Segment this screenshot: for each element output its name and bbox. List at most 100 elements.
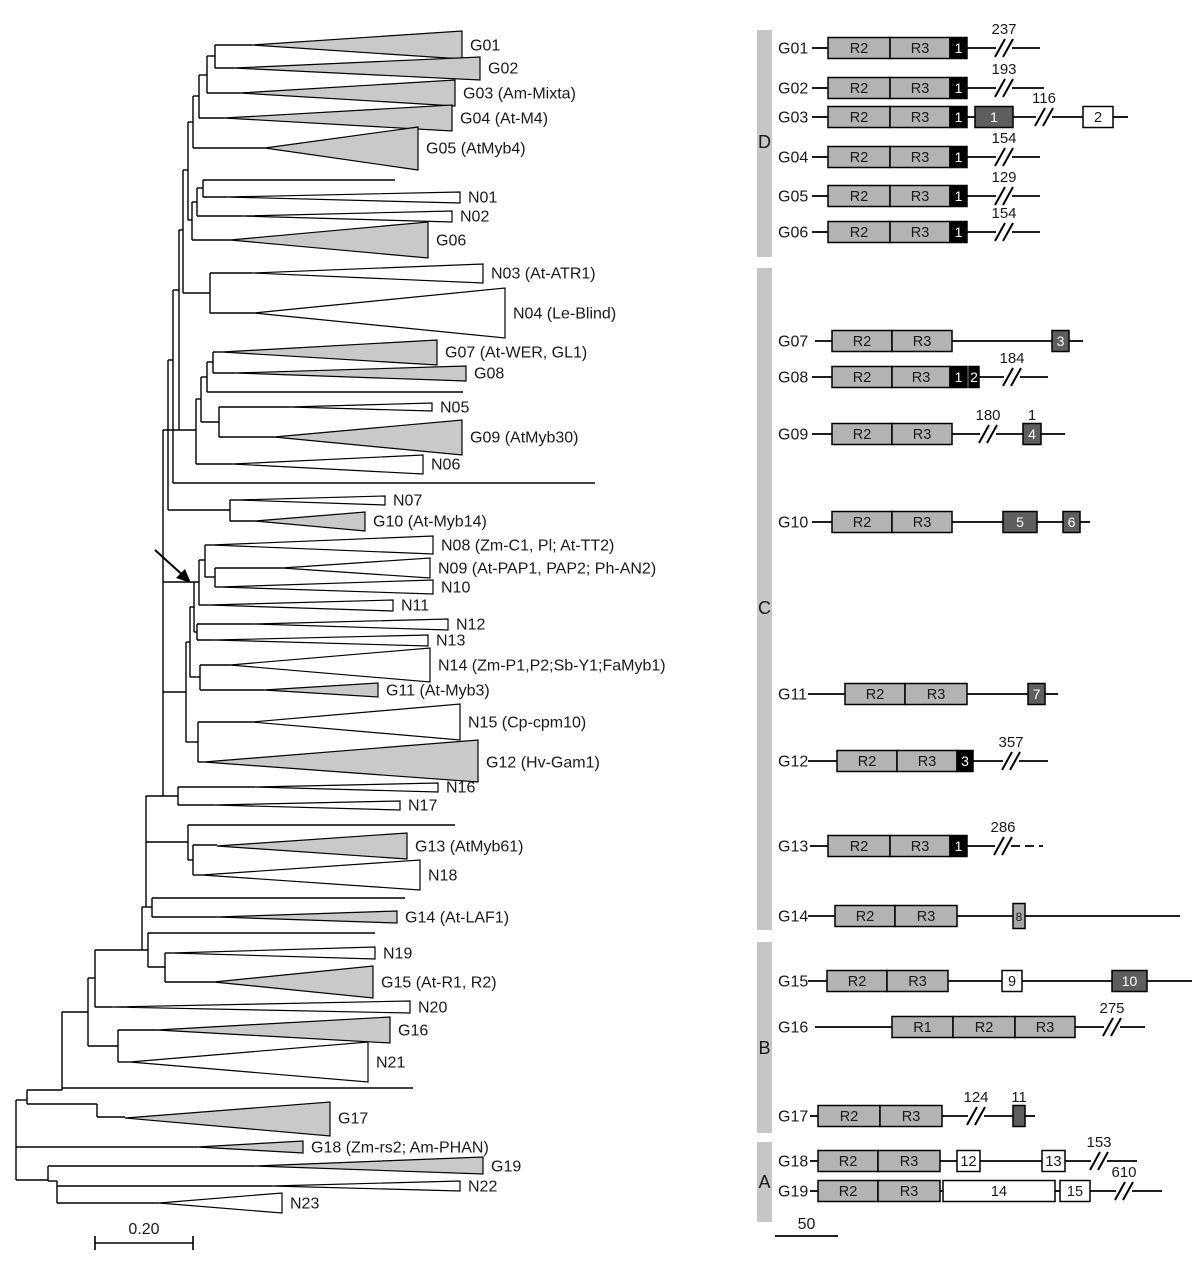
clade-label-N11: N11 bbox=[401, 598, 429, 615]
row-label-G09: G09 bbox=[778, 427, 808, 444]
clade-label-N08: N08 (Zm-C1, Pl; At-TT2) bbox=[441, 538, 614, 555]
clade-label-N12: N12 bbox=[456, 617, 485, 634]
clade-triangle-G16 bbox=[156, 1016, 391, 1044]
sequence-break-icon bbox=[1001, 836, 1013, 856]
clade-triangle-G15 bbox=[213, 965, 374, 999]
domain-box-label: 3 bbox=[961, 753, 969, 769]
clade-label-N02: N02 bbox=[460, 209, 489, 226]
row-label-G19: G19 bbox=[778, 1184, 808, 1201]
break-length-label: 180 bbox=[975, 407, 1000, 424]
clade-label-N19: N19 bbox=[383, 946, 412, 963]
clade-label-G01: G01 bbox=[470, 38, 500, 55]
clade-label-G02: G02 bbox=[488, 61, 518, 78]
domain-box-label: 3 bbox=[1057, 333, 1065, 349]
domain-box-sup-label: 1 bbox=[1028, 407, 1036, 424]
row-label-G01: G01 bbox=[778, 41, 808, 58]
clade-label-G05: G05 (AtMyb4) bbox=[426, 141, 526, 158]
domain-box-label: R3 bbox=[908, 974, 927, 990]
break-length-label: 129 bbox=[991, 169, 1016, 186]
clade-label-G19: G19 bbox=[491, 1159, 521, 1176]
domain-box-label: R2 bbox=[850, 150, 869, 166]
domain-box-label: R3 bbox=[1036, 1020, 1055, 1036]
clade-label-G14: G14 (At-LAF1) bbox=[405, 910, 509, 927]
clade-triangle-G19 bbox=[254, 1156, 484, 1175]
sequence-break-icon bbox=[1042, 107, 1054, 127]
clade-triangle-G13 bbox=[216, 832, 408, 860]
row-label-G18: G18 bbox=[778, 1154, 808, 1171]
domain-box-label: 13 bbox=[1045, 1154, 1061, 1170]
domain-box-label: 10 bbox=[1122, 973, 1138, 989]
domain-box-label: 1 bbox=[955, 369, 963, 385]
row-label-G08: G08 bbox=[778, 370, 808, 387]
clade-triangle-G01 bbox=[251, 30, 463, 60]
domain-box-label: R3 bbox=[917, 909, 936, 925]
domain-scale-label: 50 bbox=[798, 1216, 816, 1233]
sequence-break-icon bbox=[994, 78, 1006, 98]
clade-label-N06: N06 bbox=[431, 457, 460, 474]
sequence-break-icon bbox=[1034, 107, 1046, 127]
row-label-G03: G03 bbox=[778, 110, 808, 127]
domain-box-G17-motif bbox=[1012, 1104, 1026, 1128]
domain-box-label: R3 bbox=[911, 150, 930, 166]
sequence-break-icon bbox=[994, 38, 1006, 58]
clade-triangle-N02 bbox=[241, 210, 453, 223]
break-length-label: 357 bbox=[998, 734, 1023, 751]
clade-triangle-G14 bbox=[216, 910, 398, 924]
clade-label-G13: G13 (AtMyb61) bbox=[415, 839, 523, 856]
sequence-break-icon bbox=[1002, 38, 1014, 58]
sequence-break-icon bbox=[1009, 751, 1021, 771]
domain-box-label: R3 bbox=[902, 1109, 921, 1125]
phylogenetic-tree: G01 G02 G03 (Am-Mixta) G04 (At-M4) G05 (AtMy… bbox=[15, 30, 666, 1250]
domain-box-label: 7 bbox=[1033, 686, 1041, 702]
break-length-label: 193 bbox=[991, 61, 1016, 78]
domain-box-label: R2 bbox=[858, 754, 877, 770]
domain-box-label: 1 bbox=[955, 838, 963, 854]
domain-box-label: R3 bbox=[911, 81, 930, 97]
domain-box-label: R2 bbox=[850, 41, 869, 57]
domain-box-label: R2 bbox=[839, 1154, 858, 1170]
domain-box-label: R3 bbox=[900, 1184, 919, 1200]
domain-box-label: R2 bbox=[856, 909, 875, 925]
row-label-G04: G04 bbox=[778, 150, 808, 167]
row-label-G10: G10 bbox=[778, 515, 808, 532]
clade-label-N09: N09 (At-PAP1, PAP2; Ph-AN2) bbox=[438, 561, 656, 578]
clade-triangle-G18 bbox=[196, 1140, 304, 1154]
clade-label-G17: G17 bbox=[338, 1111, 368, 1128]
clade-triangle-N19 bbox=[171, 946, 376, 960]
clade-label-N20: N20 bbox=[418, 1000, 447, 1017]
domain-box-label: R2 bbox=[840, 1109, 859, 1125]
domain-box-label: R2 bbox=[850, 189, 869, 205]
group-bar-B bbox=[757, 942, 772, 1133]
row-label-G05: G05 bbox=[778, 189, 808, 206]
clade-label-N07: N07 bbox=[393, 493, 422, 510]
domain-box-label: 15 bbox=[1067, 1184, 1083, 1200]
clade-label-N16: N16 bbox=[446, 780, 475, 797]
break-length-label: 275 bbox=[1099, 1000, 1124, 1017]
domain-box-label: R2 bbox=[848, 974, 867, 990]
clade-triangle-N05 bbox=[289, 402, 433, 412]
clade-triangle-N07 bbox=[237, 495, 386, 506]
sequence-break-icon bbox=[974, 1106, 986, 1126]
break-length-label: 286 bbox=[990, 819, 1015, 836]
domain-box-label: 6 bbox=[1068, 514, 1076, 530]
clade-triangle-N01 bbox=[226, 191, 461, 204]
row-label-G15: G15 bbox=[778, 974, 808, 991]
clade-triangle-N22 bbox=[271, 1180, 461, 1192]
domain-box-label: R3 bbox=[918, 754, 937, 770]
domain-box-G08-1 bbox=[949, 365, 968, 389]
row-label-G17: G17 bbox=[778, 1109, 808, 1126]
sequence-break-icon bbox=[986, 424, 998, 444]
clade-triangle-N16 bbox=[254, 782, 439, 793]
sequence-break-icon bbox=[993, 836, 1005, 856]
sequence-break-icon bbox=[994, 147, 1006, 167]
clade-triangle-N23 bbox=[158, 1192, 283, 1214]
clade-triangle-N06 bbox=[231, 454, 424, 475]
row-label-G14: G14 bbox=[778, 909, 808, 926]
clade-label-N14: N14 (Zm-P1,P2;Sb-Y1;FaMyb1) bbox=[438, 658, 666, 675]
break-length-label: 124 bbox=[963, 1089, 988, 1106]
clade-triangle-N21 bbox=[129, 1041, 369, 1083]
clade-triangle-N20 bbox=[111, 1000, 411, 1014]
clade-triangle-N17 bbox=[213, 800, 401, 811]
clade-triangle-N14 bbox=[229, 647, 431, 683]
